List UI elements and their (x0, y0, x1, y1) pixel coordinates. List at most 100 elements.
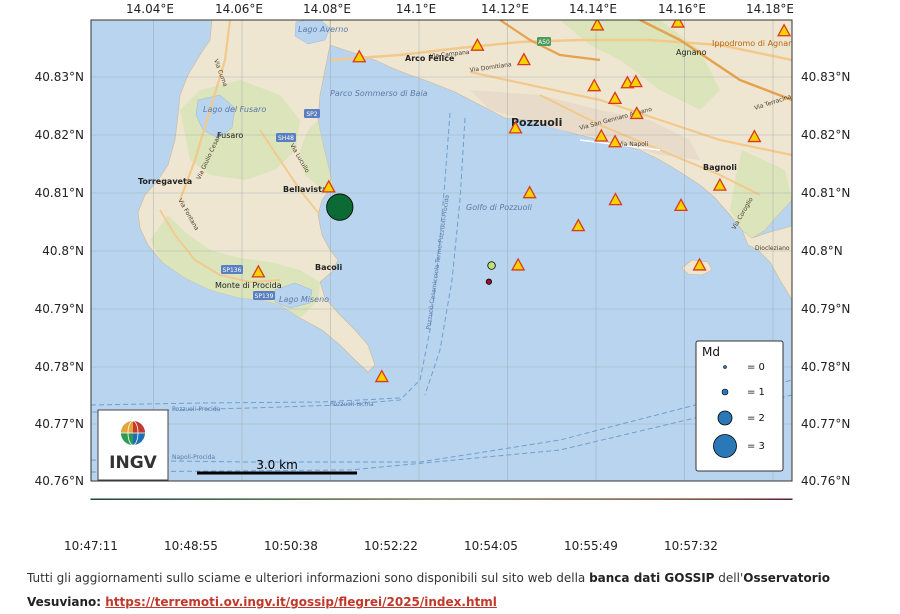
tick-lat-right: 40.82°N (801, 128, 850, 142)
tick-lat-right: 40.76°N (801, 474, 850, 488)
label-lago-averno: Lago Averno (298, 25, 348, 34)
seismic-station-icon (628, 74, 643, 88)
label-fusaro: Fusaro (217, 131, 243, 140)
globe-icon (121, 420, 145, 446)
tick-lat-left: 40.83°N (35, 70, 84, 84)
label-golfo-pozzuoli: Golfo di Pozzuoli (466, 203, 533, 212)
seismic-station-icon (352, 49, 367, 63)
scale-bar: 3.0 km (197, 458, 357, 475)
tick-lon: 14.08°E (303, 2, 351, 16)
seismic-station-icon (522, 185, 537, 199)
tick-lon: 14.04°E (126, 2, 174, 16)
label-via-napoli: Via Napoli (618, 141, 649, 148)
seismic-station-icon (692, 257, 707, 271)
magnitude-legend: Md = 0 = 1 = 2 = 3 (695, 340, 784, 472)
label-parco-sommerso-baia: Parco Sommerso di Baia (330, 89, 428, 98)
seismic-station-icon (747, 129, 762, 143)
ingv-logo: INGV (97, 409, 169, 481)
legend-dot-2 (717, 410, 733, 426)
seismic-station-icon (712, 177, 727, 191)
colorbar-tick: 10:55:49 (564, 539, 618, 553)
footer-vesuviano: Vesuviano: (27, 595, 106, 609)
legend-label-3: = 3 (747, 441, 765, 452)
tick-lon: 14.12°E (481, 2, 529, 16)
logo-text: INGV (109, 453, 158, 473)
legend-label-1: = 1 (747, 387, 765, 398)
shield-a50: A50 (538, 39, 550, 46)
shield-sp48: SH48 (278, 135, 294, 142)
label-bellavista: Bellavista (283, 185, 327, 194)
seismic-station-icon (470, 37, 485, 51)
earthquake-event[interactable] (487, 261, 496, 270)
stations-layer (251, 20, 792, 383)
legend-dot-1 (721, 388, 729, 396)
colorbar-tick: 10:54:05 (464, 539, 518, 553)
footer-text: Tutti gli aggiornamenti sullo sciame e u… (27, 571, 590, 585)
lago-averno (294, 20, 331, 45)
road-shields: SP2 SH48 SP136 SP139 A50 (221, 37, 551, 300)
colorbar-tick: 10:48:55 (164, 539, 218, 553)
footer-gossip: banca dati GOSSIP (589, 571, 715, 585)
tick-lat-left: 40.82°N (35, 128, 84, 142)
label-pozzuoli: Pozzuoli (511, 116, 562, 129)
footer-note: Tutti gli aggiornamenti sullo sciame e u… (27, 566, 887, 614)
label-arco-felice: Arco Felice (405, 54, 455, 63)
seismic-station-icon (374, 369, 389, 383)
tick-lat-left: 40.77°N (35, 417, 84, 431)
legend-label-0: = 0 (747, 362, 765, 373)
footer-osservatorio: Osservatorio (743, 571, 830, 585)
tick-lat-right: 40.8°N (801, 244, 843, 258)
label-agnano: Agnano (676, 48, 707, 57)
lago-miseno (274, 282, 313, 309)
map-frame (90, 19, 793, 482)
tick-lon: 14.16°E (658, 2, 706, 16)
basemap: SP2 SH48 SP136 SP139 A50 Via Campana Via… (91, 20, 798, 481)
label-bagnoli: Bagnoli (703, 163, 737, 172)
tick-lat-left: 40.79°N (35, 302, 84, 316)
tick-lon: 14.18°E (746, 2, 794, 16)
seismic-station-icon (607, 134, 623, 148)
tick-lat-left: 40.81°N (35, 186, 84, 200)
shield-sp136: SP136 (223, 267, 242, 274)
tick-lat-left: 40.8°N (42, 244, 84, 258)
legend-dot-3 (713, 434, 737, 458)
label-monte-procida: Monte di Procida (215, 281, 282, 290)
colorbar-tick: 10:57:32 (664, 539, 718, 553)
label-ippodromo: Ippodromo di Agnano (712, 39, 798, 48)
ferry-routes (91, 112, 792, 473)
right-axis: 40.83°N 40.82°N 40.81°N 40.8°N 40.79°N 4… (801, 70, 850, 488)
earthquake-event[interactable] (326, 193, 354, 221)
seismic-station-icon (607, 91, 623, 105)
label-ferry-ischia: Pozzuoli-Ischia (330, 401, 374, 408)
colorbar-tick: 10:47:11 (64, 539, 118, 553)
seismic-station-icon (587, 78, 602, 92)
label-lago-miseno: Lago Miseno (279, 295, 329, 304)
tick-lat-right: 40.79°N (801, 302, 850, 316)
earthquake-event[interactable] (485, 278, 492, 285)
gossip-link[interactable]: https://terremoti.ov.ingv.it/gossip/fleg… (105, 595, 497, 609)
label-lago-fusaro: Lago del Fusaro (203, 105, 266, 114)
nisida-coast (741, 225, 792, 301)
events-layer (326, 193, 496, 285)
seismic-station-icon (670, 20, 685, 28)
seismic-station-icon (511, 257, 526, 271)
place-labels: Pozzuoli Bagnoli Bacoli Bellavista Torre… (138, 25, 798, 304)
colorbar-tick: 10:50:38 (264, 539, 318, 553)
tick-lat-left: 40.78°N (35, 360, 84, 374)
seismic-station-icon (321, 179, 336, 193)
label-bacoli: Bacoli (315, 263, 342, 272)
tick-lat-right: 40.81°N (801, 186, 850, 200)
time-colorbar (90, 498, 793, 500)
seismic-station-icon (251, 264, 266, 278)
map: SP2 SH48 SP136 SP139 A50 Via Campana Via… (35, 2, 850, 500)
green-area (730, 150, 792, 238)
seismic-station-icon (629, 106, 644, 120)
colorbar-tick: 10:52:22 (364, 539, 418, 553)
tick-lat-right: 40.83°N (801, 70, 850, 84)
shield-sp2: SP2 (306, 111, 317, 118)
seismic-station-icon (673, 198, 689, 212)
seismic-station-icon (776, 23, 792, 37)
label-diocleziano: Diocleziano (755, 245, 790, 252)
label-ferry-procida: Pozzuoli-Procida (172, 406, 221, 413)
label-ferry-napoli-procida: Napoli-Procida (172, 454, 215, 461)
